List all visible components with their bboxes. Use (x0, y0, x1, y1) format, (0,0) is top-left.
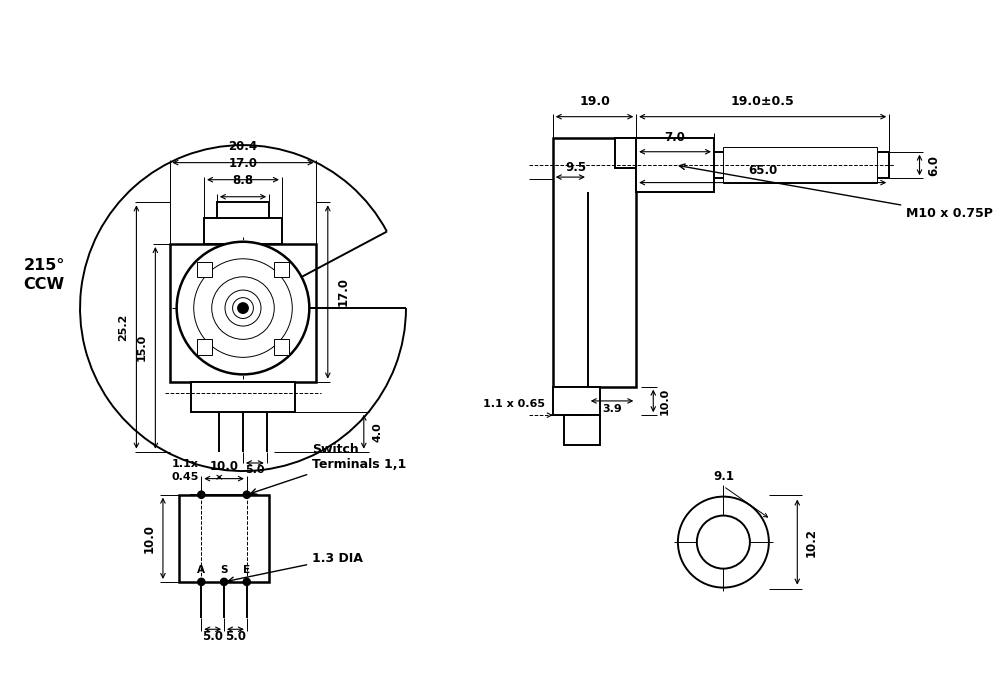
Circle shape (233, 298, 253, 319)
Text: Switch
Terminals 1,1: Switch Terminals 1,1 (251, 443, 406, 494)
Circle shape (198, 491, 205, 498)
Bar (204, 218, 282, 244)
Circle shape (243, 491, 250, 498)
Circle shape (243, 578, 250, 585)
Text: 8.8: 8.8 (232, 174, 254, 187)
Bar (714, 152, 889, 178)
Circle shape (212, 277, 274, 339)
Text: 4.0: 4.0 (372, 422, 382, 442)
Circle shape (697, 515, 750, 569)
Text: 10.0: 10.0 (660, 387, 670, 415)
Text: 5.0: 5.0 (225, 630, 246, 643)
Circle shape (198, 578, 205, 585)
Text: 65.0: 65.0 (748, 164, 777, 177)
Text: 25.2: 25.2 (118, 313, 128, 341)
Text: 6.0: 6.0 (927, 155, 940, 176)
Text: 10.2: 10.2 (805, 528, 818, 557)
Bar (197, 262, 212, 277)
Text: 10.0: 10.0 (142, 524, 155, 553)
Text: 1.1 x 0.65: 1.1 x 0.65 (483, 399, 545, 410)
Text: 0.45: 0.45 (171, 473, 198, 482)
Text: 17.0: 17.0 (336, 278, 349, 307)
Text: 17.0: 17.0 (229, 158, 258, 170)
Text: S: S (220, 565, 228, 575)
Text: 20.4: 20.4 (228, 140, 258, 153)
Bar (553, 387, 600, 415)
Text: 5.0: 5.0 (202, 630, 223, 643)
Bar (274, 262, 289, 277)
Circle shape (220, 578, 228, 585)
Circle shape (194, 259, 292, 357)
Bar (179, 495, 269, 582)
Text: 215°
CCW: 215° CCW (23, 258, 65, 292)
Text: 15.0: 15.0 (137, 334, 147, 361)
Text: 3.9: 3.9 (602, 404, 622, 414)
Text: 10.0: 10.0 (210, 460, 239, 473)
Text: 19.0±0.5: 19.0±0.5 (731, 95, 795, 108)
Bar (636, 138, 714, 193)
Bar (615, 138, 636, 168)
Bar (197, 339, 212, 354)
Text: A: A (197, 565, 205, 575)
Bar (723, 147, 877, 183)
Bar (564, 415, 600, 446)
Bar (217, 202, 269, 218)
Circle shape (177, 242, 309, 375)
Bar (553, 138, 636, 387)
Text: M10 x 0.75P: M10 x 0.75P (679, 164, 993, 220)
Text: 1.3 DIA: 1.3 DIA (228, 552, 363, 583)
Circle shape (225, 290, 261, 326)
Text: 5.0: 5.0 (245, 465, 265, 475)
Circle shape (678, 497, 769, 587)
Text: E: E (243, 565, 250, 575)
Text: 1.1x: 1.1x (172, 460, 198, 469)
Text: 7.0: 7.0 (665, 131, 685, 144)
Bar (274, 339, 289, 354)
Circle shape (238, 303, 248, 313)
Text: 9.5: 9.5 (566, 161, 587, 174)
Text: 19.0: 19.0 (579, 95, 610, 108)
Text: 9.1: 9.1 (713, 471, 734, 484)
Bar (191, 381, 295, 412)
Bar (170, 244, 316, 381)
